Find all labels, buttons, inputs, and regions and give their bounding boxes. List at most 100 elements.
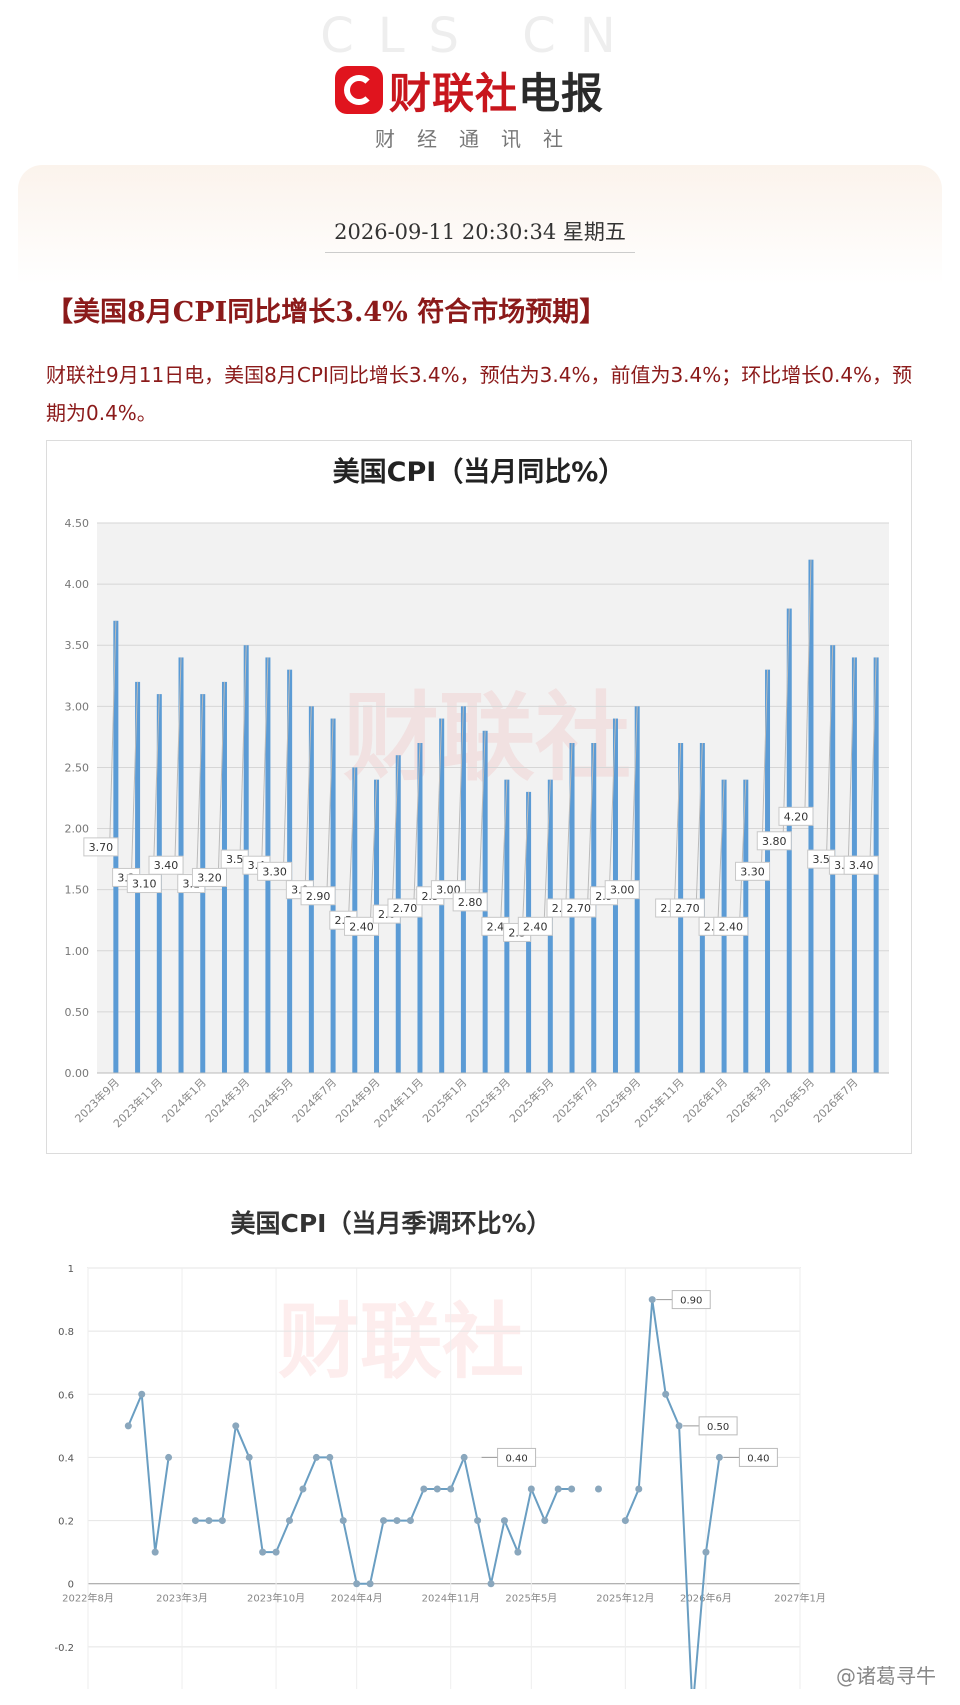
data-point <box>353 1580 361 1588</box>
data-point <box>205 1517 213 1525</box>
x-tick-label: 2025年5月 <box>506 1075 556 1125</box>
chart-title: 美国CPI（当月同比%） <box>333 456 626 488</box>
x-tick-label: 2024年5月 <box>246 1075 296 1125</box>
data-point <box>380 1517 388 1525</box>
callout-label: 0.50 <box>707 1422 729 1433</box>
data-label: 3.5 <box>226 853 244 866</box>
data-point <box>500 1517 508 1525</box>
data-point <box>554 1485 562 1493</box>
data-point <box>702 1548 710 1556</box>
data-label-box <box>604 880 640 900</box>
y-tick-label: 0.4 <box>58 1453 74 1464</box>
label-leader <box>500 779 508 919</box>
x-tick-label: 2026年5月 <box>767 1075 817 1125</box>
data-point <box>406 1517 414 1525</box>
data-label-box <box>83 837 119 857</box>
data-point <box>514 1548 522 1556</box>
label-leader <box>261 657 269 858</box>
data-label: 2.40 <box>719 920 744 933</box>
data-label: 2.70 <box>675 902 700 915</box>
data-point <box>312 1453 320 1461</box>
chart-watermark: 财联社 <box>278 1295 524 1390</box>
data-label: 3.40 <box>849 859 874 872</box>
data-label-box <box>126 874 162 894</box>
data-label: 3.40 <box>154 859 179 872</box>
label-leader <box>413 742 421 901</box>
data-label: 2.40 <box>523 920 548 933</box>
data-point <box>675 1422 683 1430</box>
data-point <box>151 1548 159 1556</box>
article-body: 财联社9月11日电，美国8月CPI同比增长3.4%，预估为3.4%，前值为3.4… <box>46 363 913 425</box>
data-label: 2.80 <box>458 896 483 909</box>
x-tick-label: 2025年5月 <box>505 1592 557 1605</box>
label-leader <box>695 742 703 901</box>
callout-box <box>738 1447 778 1467</box>
data-label-box <box>148 855 184 875</box>
x-tick-label: 2025年3月 <box>463 1075 513 1125</box>
data-label-box <box>756 831 792 851</box>
label-leader <box>608 718 616 888</box>
x-tick-label: 2025年12月 <box>596 1592 654 1605</box>
data-label-box <box>300 886 336 906</box>
app-header: CLS CN 财联社电报 财经通讯社 <box>0 0 960 160</box>
label-leader <box>761 669 769 864</box>
data-label-box <box>344 916 380 936</box>
data-point <box>433 1485 441 1493</box>
callout-label: 0.40 <box>505 1453 527 1464</box>
data-label: 3.20 <box>197 871 222 884</box>
y-tick-label: 2.00 <box>65 823 90 836</box>
data-label: 3.5 <box>812 853 830 866</box>
label-leader <box>522 791 530 925</box>
data-point <box>165 1453 173 1461</box>
data-point <box>259 1548 267 1556</box>
data-label: 3.80 <box>762 835 787 848</box>
header-watermark: CLS CN <box>320 8 640 64</box>
x-tick-label: 2024年7月 <box>289 1075 339 1125</box>
label-leader <box>804 559 812 809</box>
x-tick-label: 2022年8月 <box>62 1592 114 1605</box>
data-point <box>272 1548 280 1556</box>
data-label-box <box>561 898 597 918</box>
callout-label: 0.90 <box>680 1296 702 1307</box>
data-label-box <box>257 861 293 881</box>
data-label-box <box>517 916 553 936</box>
data-point <box>541 1517 549 1525</box>
y-tick-label: 0.50 <box>65 1006 90 1019</box>
data-label: 3.30 <box>262 865 287 878</box>
data-point <box>326 1453 334 1461</box>
y-tick-label: 0.2 <box>58 1517 74 1528</box>
data-point <box>662 1390 670 1398</box>
label-leader <box>565 742 573 901</box>
y-tick-label: 3.00 <box>65 700 90 713</box>
callout-box <box>497 1447 537 1467</box>
data-point <box>245 1453 253 1461</box>
data-point <box>232 1422 240 1430</box>
label-leader <box>478 730 486 894</box>
x-tick-label: 2024年1月 <box>159 1075 209 1125</box>
callout-label: 0.40 <box>747 1453 769 1464</box>
x-tick-label: 2024年11月 <box>422 1592 480 1605</box>
data-point <box>474 1517 482 1525</box>
brand-logo[interactable]: 财联社电报 <box>335 62 604 118</box>
label-leader <box>239 645 247 852</box>
data-label-box <box>778 806 814 826</box>
brand-subtitle: 财经通讯社 <box>375 127 585 151</box>
yoy-chart-panel: 美国CPI（当月同比%） 财联社 0.00 0.50 1.00 1.50 2.00 2.50 3… <box>46 440 912 1154</box>
label-leader <box>109 620 117 839</box>
label-leader <box>630 706 638 882</box>
data-point <box>568 1485 576 1493</box>
x-tick-label: 2026年1月 <box>680 1075 730 1125</box>
label-leader <box>826 645 834 852</box>
callout-box <box>698 1416 738 1436</box>
data-label: 3.10 <box>132 878 157 891</box>
data-label-box <box>387 898 423 918</box>
data-label: 2.40 <box>349 920 374 933</box>
data-label: 2.70 <box>567 902 592 915</box>
data-point <box>286 1517 294 1525</box>
data-label: 4.20 <box>784 810 809 823</box>
label-leader <box>348 767 356 913</box>
label-leader <box>782 608 790 833</box>
label-leader <box>717 779 725 919</box>
x-tick-label: 2026年6月 <box>680 1592 732 1605</box>
article-datetime: 2026-09-11 20:30:34 星期五 <box>334 220 626 244</box>
